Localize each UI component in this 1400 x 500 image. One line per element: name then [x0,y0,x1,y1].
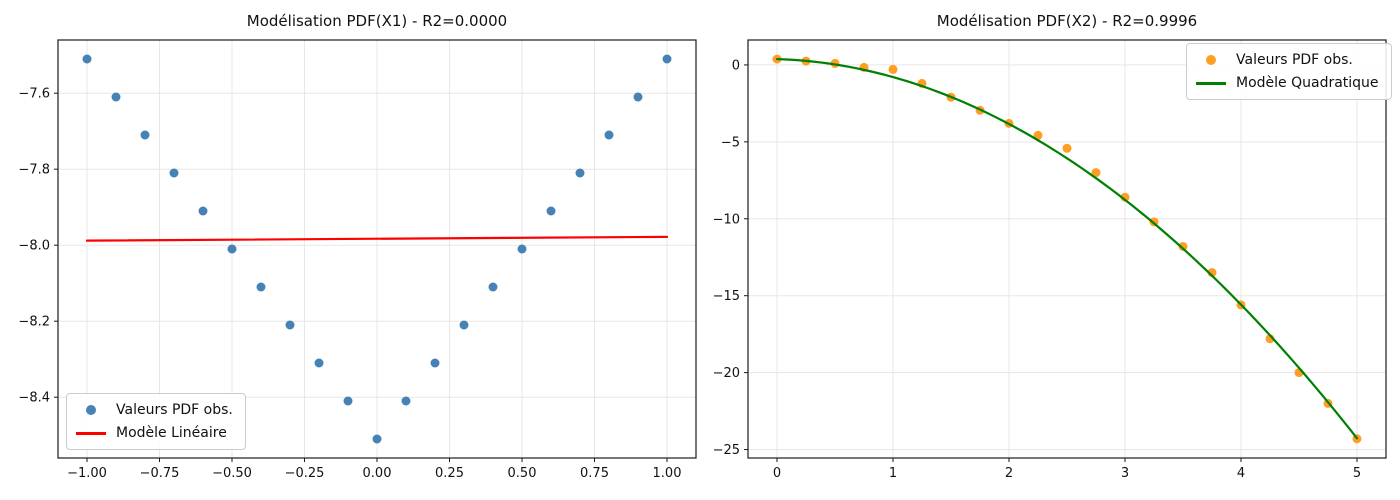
plot-canvas-x2: 0 1 2 3 4 5 0 −5 −10 −15 −20 −25 [713,39,1387,481]
data-point [314,358,324,368]
data-point [1178,241,1188,251]
data-point [604,130,614,140]
legend-marker [75,405,107,415]
line-marker-icon [1196,81,1226,85]
data-point [82,54,92,64]
x-tick-label: −0.50 [212,466,252,481]
scatter-marker-icon [86,405,96,415]
x-tick-label: −1.00 [67,466,107,481]
data-point [430,358,440,368]
data-point [401,396,411,406]
data-point [169,168,179,178]
y-tick-label: −7.8 [18,163,50,178]
legend-label: Valeurs PDF obs. [116,402,233,418]
plot-title-x2: Modélisation PDF(X2) - R2=0.9996 [936,12,1198,30]
data-point [517,244,527,254]
data-point [633,92,643,102]
data-point [1062,143,1072,153]
y-tick-label: −25 [713,443,740,458]
model-line [85,235,669,242]
data-point [575,168,585,178]
data-point [343,396,353,406]
y-tick-label: −8.2 [18,315,50,330]
legend-row: Valeurs PDF obs. [1195,52,1379,68]
legend-x2: Valeurs PDF obs. Modèle Quadratique [1186,43,1392,100]
axes-spines [747,39,1387,459]
data-point [372,434,382,444]
data-point [285,320,295,330]
x-tick-label: 0.50 [508,466,537,481]
plot-canvas-x1: −1.00 −0.75 −0.50 −0.25 0.00 0.25 0.50 0.75 1.00… [18,39,697,481]
data-point [140,130,150,140]
x-tick-label: 0.25 [435,466,464,481]
data-point [1091,168,1101,178]
y-tick-label: −8.0 [18,239,50,254]
scatter-marker-icon [1206,55,1216,65]
data-point [198,206,208,216]
y-tick-label: −20 [713,366,740,381]
legend-row: Valeurs PDF obs. [75,402,233,418]
plot-title-x1: Modélisation PDF(X1) - R2=0.0000 [246,12,508,30]
legend-marker [1195,55,1227,65]
x-tick-label: 3 [1121,466,1129,481]
x-tick-label: 1 [889,466,897,481]
data-point [488,282,498,292]
data-point [1033,130,1043,140]
x-tick-label: −0.75 [140,466,180,481]
model-line [775,57,1359,440]
legend-label: Valeurs PDF obs. [1236,52,1353,68]
x-tick-label: 0.00 [363,466,392,481]
data-point [888,64,898,74]
x-tick-label: 5 [1353,466,1361,481]
data-point [662,54,672,64]
legend-x1: Valeurs PDF obs. Modèle Linéaire [66,393,246,450]
y-tick-label: −5 [721,135,740,150]
x-tick-label: 4 [1237,466,1245,481]
data-point [459,320,469,330]
legend-marker [1195,81,1227,85]
line-marker-icon [76,431,106,435]
y-tick-label: 0 [732,58,740,73]
x-tick-label: 2 [1005,466,1013,481]
x-tick-label: −0.25 [285,466,325,481]
x-tick-label: 1.00 [653,466,682,481]
y-tick-label: −15 [713,289,740,304]
data-point [227,244,237,254]
legend-marker [75,431,107,435]
data-point [256,282,266,292]
legend-row: Modèle Quadratique [1195,75,1379,91]
x-tick-label: 0.75 [580,466,609,481]
legend-label: Modèle Linéaire [116,425,227,441]
data-point [546,206,556,216]
y-tick-label: −8.4 [18,391,50,406]
legend-label: Modèle Quadratique [1236,75,1379,91]
data-point [111,92,121,102]
x-tick-label: 0 [773,466,781,481]
y-tick-label: −7.6 [18,87,50,102]
y-tick-label: −10 [713,212,740,227]
legend-row: Modèle Linéaire [75,425,233,441]
